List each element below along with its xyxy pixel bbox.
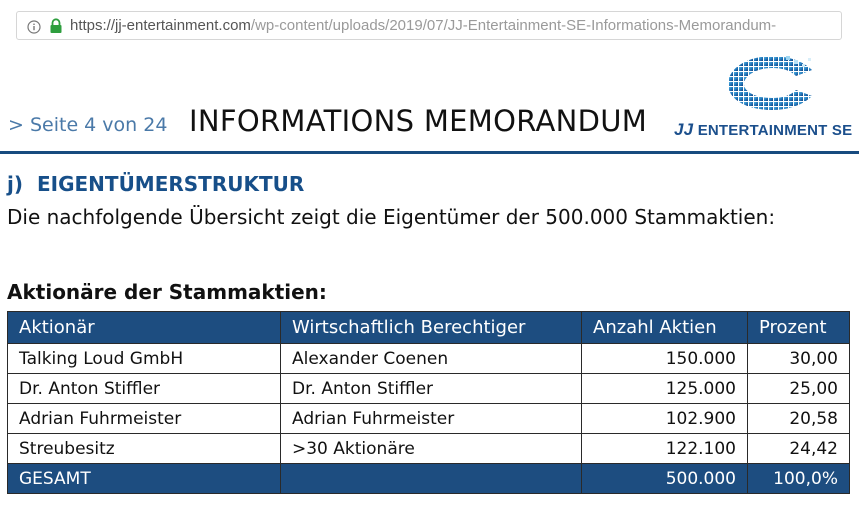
table-row: Dr. Anton Stiffler Dr. Anton Stiffler 12… <box>7 373 850 404</box>
column-header-beneficial-owner: Wirtschaftlich Berechtiger <box>280 311 582 344</box>
shareholder-cell: Adrian Fuhrmeister <box>7 403 281 434</box>
beneficial-owner-cell: Dr. Anton Stiffler <box>280 373 582 404</box>
logo-graphic <box>728 56 812 110</box>
table-header-row: Aktionär Wirtschaftlich Berechtiger Anza… <box>7 311 850 344</box>
total-share-count-cell: 500.000 <box>581 463 748 494</box>
lock-icon <box>49 17 63 34</box>
total-empty-cell <box>280 463 582 494</box>
table-row: Streubesitz >30 Aktionäre 122.100 24,42 <box>7 433 850 464</box>
percent-cell: 20,58 <box>747 403 850 434</box>
shareholder-cell: Talking Loud GmbH <box>7 343 281 374</box>
address-bar[interactable]: https://jj-entertainment.com/wp-content/… <box>16 11 842 40</box>
share-count-cell: 102.900 <box>581 403 748 434</box>
header-divider <box>0 151 859 154</box>
shareholder-table: Aktionär Wirtschaftlich Berechtiger Anza… <box>7 311 850 494</box>
total-percent-cell: 100,0% <box>747 463 850 494</box>
company-logo: JJ ENTERTAINMENT SE <box>674 52 852 144</box>
section-heading: j) EIGENTÜMERSTRUKTUR <box>7 172 304 196</box>
share-count-cell: 122.100 <box>581 433 748 464</box>
url-text[interactable]: https://jj-entertainment.com/wp-content/… <box>70 17 841 34</box>
section-number: j) <box>7 172 23 196</box>
table-row: Talking Loud GmbH Alexander Coenen 150.0… <box>7 343 850 374</box>
percent-cell: 24,42 <box>747 433 850 464</box>
column-header-share-count: Anzahl Aktien <box>581 311 748 344</box>
logo-wordmark: JJ ENTERTAINMENT SE <box>674 120 853 139</box>
beneficial-owner-cell: Alexander Coenen <box>280 343 582 374</box>
info-icon[interactable] <box>27 19 41 34</box>
percent-cell: 25,00 <box>747 373 850 404</box>
table-total-row: GESAMT 500.000 100,0% <box>7 463 850 494</box>
section-title: EIGENTÜMERSTRUKTUR <box>37 172 305 196</box>
beneficial-owner-cell: >30 Aktionäre <box>280 433 582 464</box>
column-header-percent: Prozent <box>747 311 850 344</box>
table-caption: Aktionäre der Stammaktien: <box>7 280 327 304</box>
share-count-cell: 150.000 <box>581 343 748 374</box>
shareholder-cell: Streubesitz <box>7 433 281 464</box>
table-row: Adrian Fuhrmeister Adrian Fuhrmeister 10… <box>7 403 850 434</box>
page-indicator: > Seite 4 von 24 <box>8 114 168 136</box>
url-host: https://jj-entertainment.com <box>70 17 251 34</box>
percent-cell: 30,00 <box>747 343 850 374</box>
share-count-cell: 125.000 <box>581 373 748 404</box>
total-label-cell: GESAMT <box>7 463 281 494</box>
shareholder-cell: Dr. Anton Stiffler <box>7 373 281 404</box>
intro-paragraph: Die nachfolgende Übersicht zeigt die Eig… <box>7 205 776 229</box>
beneficial-owner-cell: Adrian Fuhrmeister <box>280 403 582 434</box>
url-path: /wp-content/uploads/2019/07/JJ-Entertain… <box>250 17 777 34</box>
column-header-shareholder: Aktionär <box>7 311 281 344</box>
document-title: INFORMATIONS MEMORANDUM <box>189 104 648 138</box>
